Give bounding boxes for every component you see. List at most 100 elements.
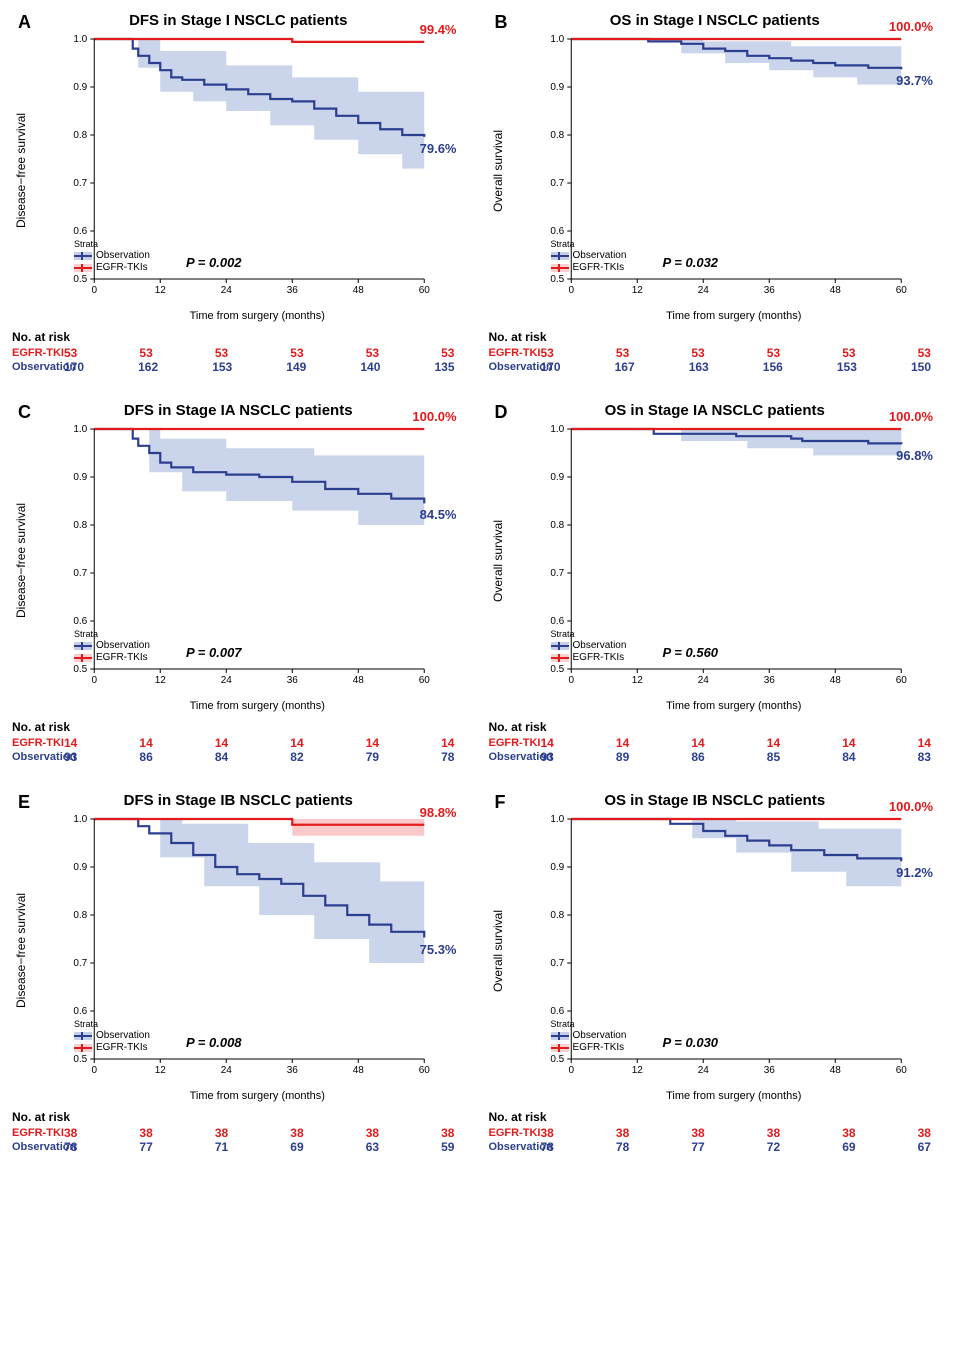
ytick-label: 0.6 [73,226,87,237]
obs-ci-band [94,39,424,173]
risk-obs-val: 78 [541,1140,554,1154]
tki-end-label: 100.0% [889,409,933,424]
plot-area: 0.50.60.70.80.91.001224364860 100.0% 96.… [505,423,942,698]
legend-row-tki: EGFR-TKIs [74,1042,150,1054]
panel-title: DFS in Stage I NSCLC patients [12,12,465,29]
tki-end-label: 100.0% [889,19,933,34]
legend-tki-label: EGFR-TKIs [96,1042,148,1054]
risk-obs-val: 63 [366,1140,379,1154]
legend-swatch [74,1032,92,1040]
xtick-label: 36 [287,1065,299,1076]
xtick-label: 0 [568,675,574,686]
x-axis-label: Time from surgery (months) [50,700,465,712]
ytick-label: 0.7 [73,178,87,189]
risk-tki-val: 14 [767,736,780,750]
legend-row-obs: Observation [74,640,150,652]
risk-obs-val: 135 [434,360,454,374]
ytick-label: 0.7 [550,178,564,189]
risk-obs-val: 153 [212,360,232,374]
legend-row-tki: EGFR-TKIs [551,1042,627,1054]
xtick-label: 60 [895,1065,907,1076]
risk-table: No. at risk EGFR-TKI 141414141414 Observ… [489,720,942,764]
ytick-label: 1.0 [73,34,87,45]
legend-swatch [551,252,569,260]
risk-obs-val: 140 [360,360,380,374]
xtick-label: 12 [155,285,167,296]
panel-letter: B [495,12,508,33]
risk-tki-val: 38 [691,1126,704,1140]
panel-letter: A [18,12,31,33]
risk-tki-val: 38 [64,1126,77,1140]
risk-tki-val: 53 [441,346,454,360]
risk-table: No. at risk EGFR-TKI 535353535353 Observ… [489,330,942,374]
risk-obs-val: 78 [616,1140,629,1154]
ytick-label: 0.7 [550,958,564,969]
ytick-label: 1.0 [550,814,564,825]
risk-obs-val: 77 [691,1140,704,1154]
risk-tki-val: 53 [139,346,152,360]
legend-swatch [74,642,92,650]
risk-table: No. at risk EGFR-TKI 383838383838 Observ… [489,1110,942,1154]
xtick-label: 24 [221,675,233,686]
legend-tki-label: EGFR-TKIs [573,652,625,664]
tki-end-label: 100.0% [889,799,933,814]
xtick-label: 12 [631,285,643,296]
risk-tki-val: 14 [215,736,228,750]
panel-title: DFS in Stage IB NSCLC patients [12,792,465,809]
risk-tki-val: 53 [290,346,303,360]
ytick-label: 0.5 [550,664,564,675]
y-axis-label: Disease−free survival [12,33,28,308]
xtick-label: 48 [353,1065,365,1076]
risk-tki-val: 14 [139,736,152,750]
xtick-label: 48 [829,1065,841,1076]
xtick-label: 24 [697,1065,709,1076]
xtick-label: 36 [763,1065,775,1076]
ytick-label: 0.8 [550,520,564,531]
ytick-label: 0.6 [550,226,564,237]
xtick-label: 12 [155,1065,167,1076]
risk-obs-val: 163 [689,360,709,374]
obs-end-label: 75.3% [420,942,457,957]
xtick-label: 48 [353,675,365,686]
ytick-label: 0.5 [73,274,87,285]
xtick-label: 12 [155,675,167,686]
risk-obs-val: 79 [366,750,379,764]
ytick-label: 0.9 [550,862,564,873]
risk-obs-val: 93 [64,750,77,764]
risk-header: No. at risk [12,720,465,734]
x-axis-label: Time from surgery (months) [50,310,465,322]
tki-ci-band [94,819,424,841]
risk-tki-val: 38 [918,1126,931,1140]
ytick-label: 0.7 [550,568,564,579]
risk-obs-val: 69 [290,1140,303,1154]
risk-tki-val: 53 [64,346,77,360]
ytick-label: 0.5 [550,274,564,285]
legend: Strata Observation EGFR-TKIs [74,1019,150,1054]
risk-obs-val: 149 [286,360,306,374]
tki-end-label: 99.4% [420,22,457,37]
legend-swatch [551,642,569,650]
xtick-label: 36 [763,285,775,296]
risk-tki-val: 38 [441,1126,454,1140]
risk-tki-val: 38 [215,1126,228,1140]
legend-swatch [74,264,92,272]
risk-obs-val: 153 [837,360,857,374]
ytick-label: 0.8 [550,910,564,921]
legend-obs-label: Observation [573,1030,627,1042]
ytick-label: 0.8 [73,130,87,141]
legend-row-tki: EGFR-TKIs [74,652,150,664]
risk-tki-val: 38 [842,1126,855,1140]
risk-obs-val: 86 [139,750,152,764]
obs-end-label: 79.6% [420,141,457,156]
ytick-label: 0.8 [73,520,87,531]
panel-letter: C [18,402,31,423]
risk-header: No. at risk [12,330,465,344]
legend: Strata Observation EGFR-TKIs [551,1019,627,1054]
ytick-label: 0.9 [550,82,564,93]
xtick-label: 12 [631,675,643,686]
legend-row-obs: Observation [551,640,627,652]
xtick-label: 60 [895,285,907,296]
legend-obs-label: Observation [96,640,150,652]
risk-tki-val: 14 [441,736,454,750]
risk-table: No. at risk EGFR-TKI 383838383838 Observ… [12,1110,465,1154]
